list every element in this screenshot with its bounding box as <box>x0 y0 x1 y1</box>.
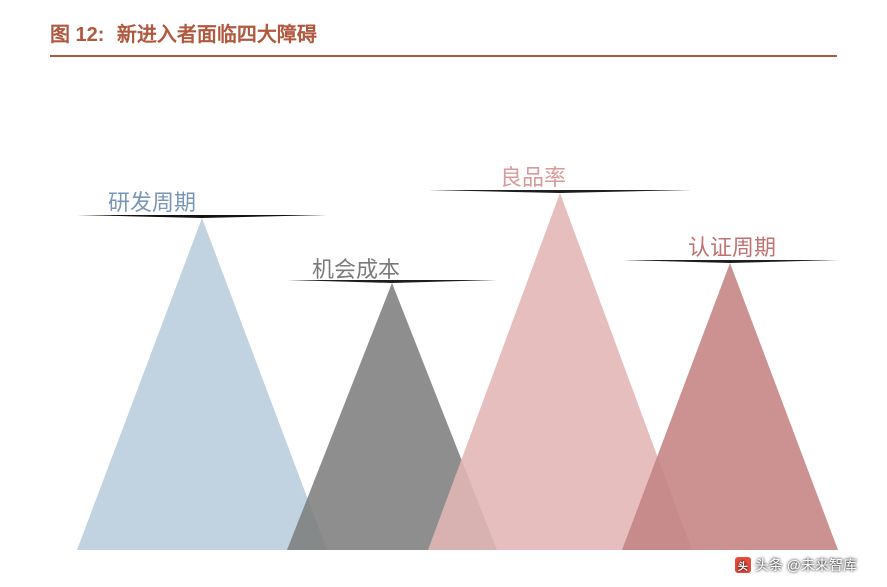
infographic-area: 研发周期机会成本 良品率认证周期 <box>0 70 887 547</box>
figure-title: 新进入者面临四大障碍 <box>117 24 317 46</box>
watermark-icon: 头 <box>735 557 751 573</box>
watermark: 头 头条 @未来智库 <box>735 555 857 575</box>
figure-header: 图 12: 新进入者面临四大障碍 <box>50 18 837 57</box>
barrier-triangle <box>622 260 838 550</box>
barrier-label: 研发周期 <box>108 185 196 217</box>
figure-number: 图 12: <box>50 24 104 46</box>
watermark-text: 头条 @未来智库 <box>755 555 857 575</box>
barrier-label: 良品率 <box>500 160 566 192</box>
barrier-label: 机会成本 <box>312 252 400 284</box>
barrier-label: 认证周期 <box>688 230 776 262</box>
